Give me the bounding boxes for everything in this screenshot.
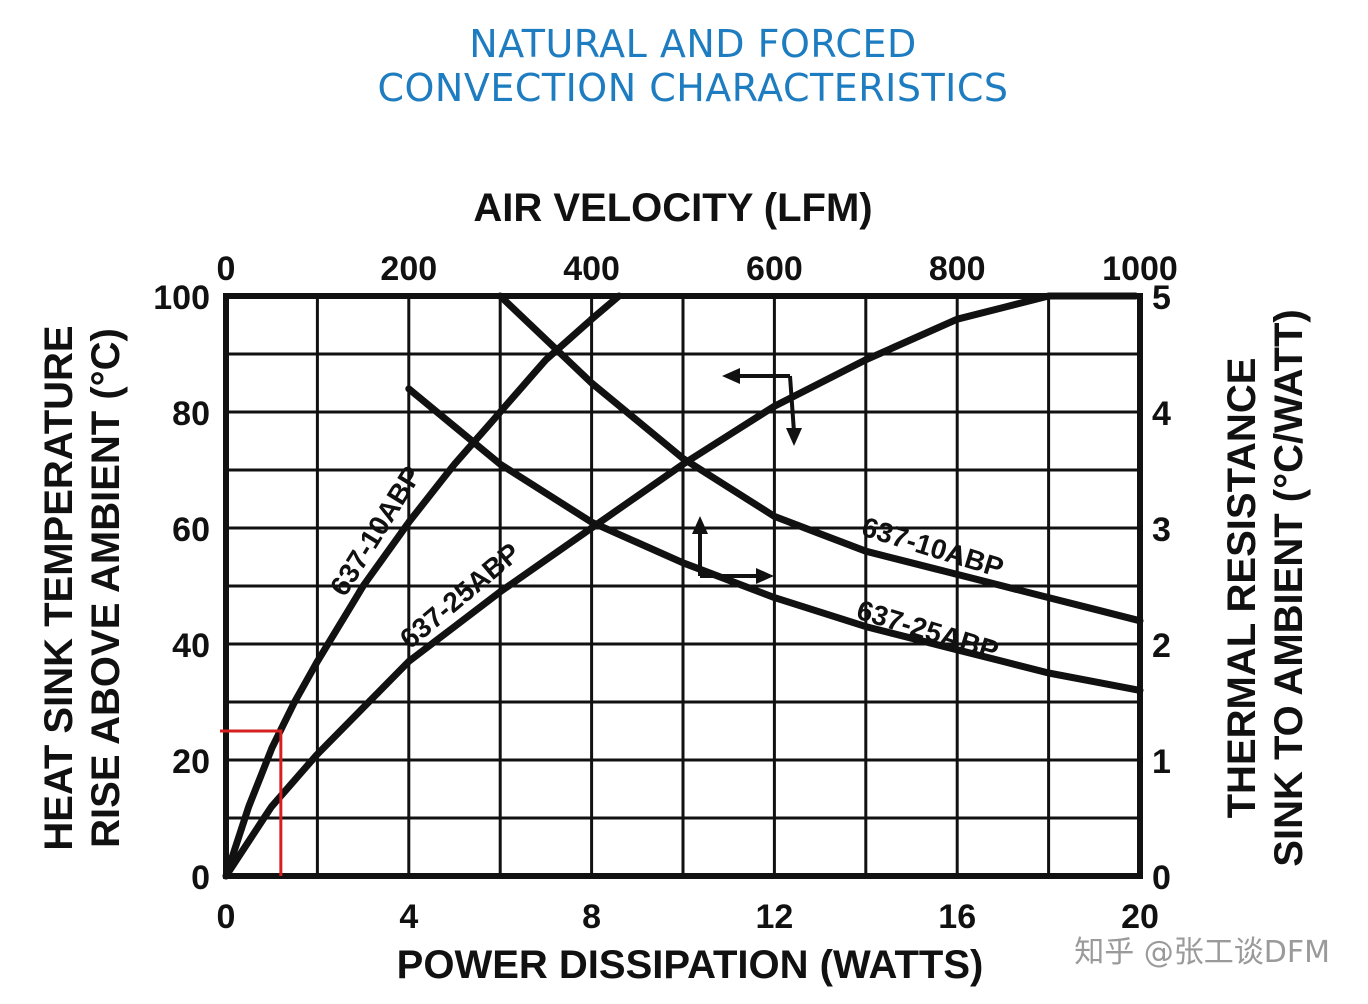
top-tick-label: 800 (929, 250, 986, 288)
left-axis-title-line2: RISE ABOVE AMBIENT (°C) (84, 328, 128, 848)
curve-label-637-10ABP-power: 637-10ABP (324, 461, 428, 602)
top-tick-label: 1000 (1102, 250, 1178, 288)
left-tick-label: 40 (172, 627, 210, 665)
bottom-tick-label: 16 (938, 898, 976, 936)
chart-title-line1: NATURAL AND FORCED (469, 22, 916, 66)
right-tick-label: 4 (1152, 395, 1171, 433)
bottom-tick-label: 4 (399, 898, 418, 936)
right-tick-label: 2 (1152, 627, 1171, 665)
left-tick-label: 100 (153, 279, 210, 317)
series-line-637-10ABP-velocity-resistance (496, 292, 1144, 625)
curve-label-637-25ABP-resistance: 637-25ABP (853, 594, 1002, 666)
left-tick-label: 0 (191, 859, 210, 897)
top-tick-label: 600 (746, 250, 803, 288)
bottom-tick-label: 0 (217, 898, 236, 936)
right-tick-label: 5 (1152, 279, 1171, 317)
right-tick-label: 3 (1152, 511, 1171, 549)
arrow-up-head (692, 516, 708, 534)
right-axis-title-line1: THERMAL RESISTANCE (1220, 358, 1264, 819)
left-tick-label: 20 (172, 743, 210, 781)
left-tick-label: 60 (172, 511, 210, 549)
series-line-637-25ABP-velocity-resistance (405, 385, 1144, 694)
curve-label-637-25ABP-power: 637-25ABP (394, 537, 526, 655)
arrow-down-shaft (788, 375, 796, 433)
arrow-down-head (786, 428, 802, 446)
watermark: 知乎 @张工谈DFM (1074, 935, 1330, 970)
right-tick-label: 0 (1152, 859, 1171, 897)
top-tick-label: 0 (217, 250, 236, 288)
bottom-axis-title: POWER DISSIPATION (WATTS) (397, 943, 984, 987)
right-tick-label: 1 (1152, 743, 1171, 781)
chart-title-line2: CONVECTION CHARACTERISTICS (377, 66, 1008, 110)
plot-frame (223, 293, 1143, 879)
top-tick-label: 200 (380, 250, 437, 288)
highlight-marker (220, 729, 283, 876)
arrow-right-head (756, 568, 774, 584)
series-line-637-25ABP-power-temperature (222, 292, 1139, 880)
tick-labels: 0 4 8 12 16 200 200 400 600 800 100002040608010001… (153, 250, 1178, 936)
annotations (220, 368, 802, 876)
curve-label-637-10ABP-resistance: 637-10ABP (858, 511, 1007, 583)
bottom-tick-label: 12 (755, 898, 793, 936)
left-tick-label: 80 (172, 395, 210, 433)
bottom-tick-label: 8 (582, 898, 601, 936)
top-tick-label: 400 (563, 250, 620, 288)
top-axis-title: AIR VELOCITY (LFM) (473, 186, 872, 230)
bottom-tick-label: 20 (1121, 898, 1159, 936)
series-line-637-10ABP-power-temperature (222, 292, 623, 880)
right-axis-title-line2: SINK TO AMBIENT (°C/WATT) (1267, 309, 1311, 866)
series-lines (222, 292, 1144, 880)
left-axis-title-line1: HEAT SINK TEMPERATURE (37, 325, 81, 850)
arrow-left-head (722, 368, 740, 384)
grid (223, 293, 1143, 879)
